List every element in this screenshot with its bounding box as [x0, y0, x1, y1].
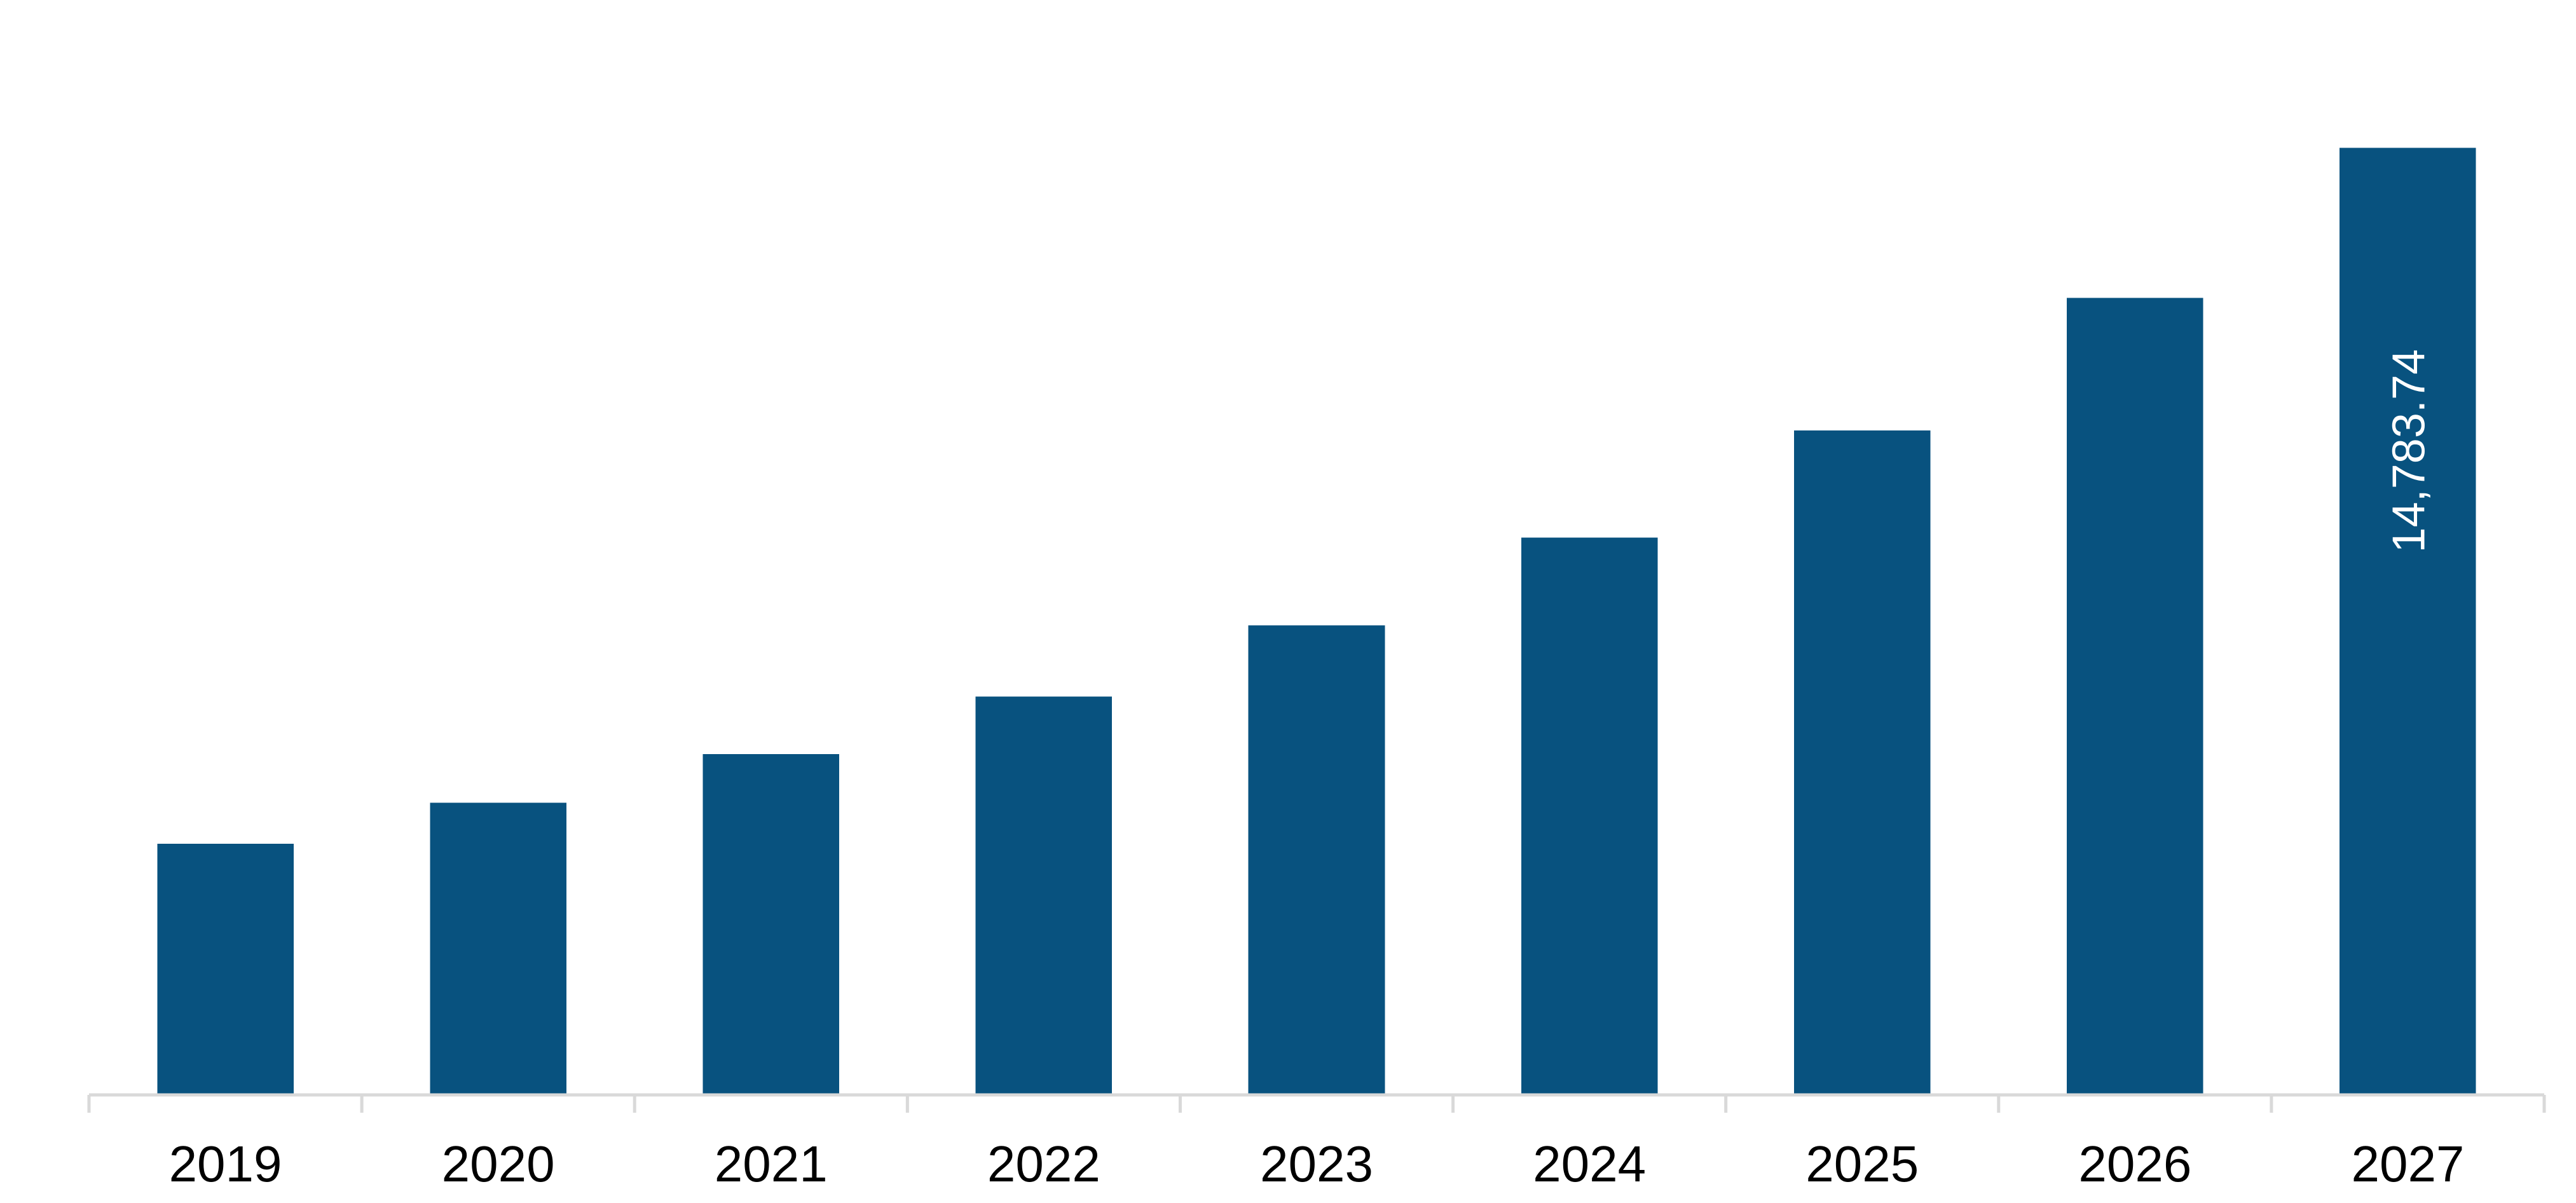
- bar-2021: [702, 754, 840, 1095]
- bar-2019: [157, 844, 294, 1095]
- x-tick-label-2025: 2025: [1805, 1136, 1919, 1192]
- x-axis: [87, 1093, 2546, 1113]
- bar-2020: [430, 802, 566, 1095]
- data-labels-layer: 14,783.74: [2383, 349, 2434, 553]
- x-tick-label-2020: 2020: [442, 1136, 555, 1192]
- x-tick-label-2019: 2019: [169, 1136, 282, 1192]
- x-tick-label-2022: 2022: [987, 1136, 1100, 1192]
- x-tick-label-2026: 2026: [2078, 1136, 2191, 1192]
- bars-layer: [157, 148, 2476, 1096]
- x-tick-labels: 2019 2020 2021 2022 2023 2024 2025 2026 2027: [169, 1136, 2465, 1192]
- x-tick-label-2021: 2021: [715, 1136, 828, 1192]
- x-tick-label-2027: 2027: [2351, 1136, 2464, 1192]
- bar-2025: [1793, 430, 1931, 1096]
- bar-2024: [1521, 537, 1658, 1095]
- x-tick-label-2024: 2024: [1533, 1136, 1646, 1192]
- bar-2023: [1248, 625, 1385, 1095]
- bar-2026: [2067, 298, 2203, 1095]
- bar-2027: [2340, 148, 2476, 1095]
- bar-2022: [975, 696, 1113, 1095]
- x-tick-label-2023: 2023: [1260, 1136, 1373, 1192]
- data-label-2027: 14,783.74: [2383, 349, 2434, 553]
